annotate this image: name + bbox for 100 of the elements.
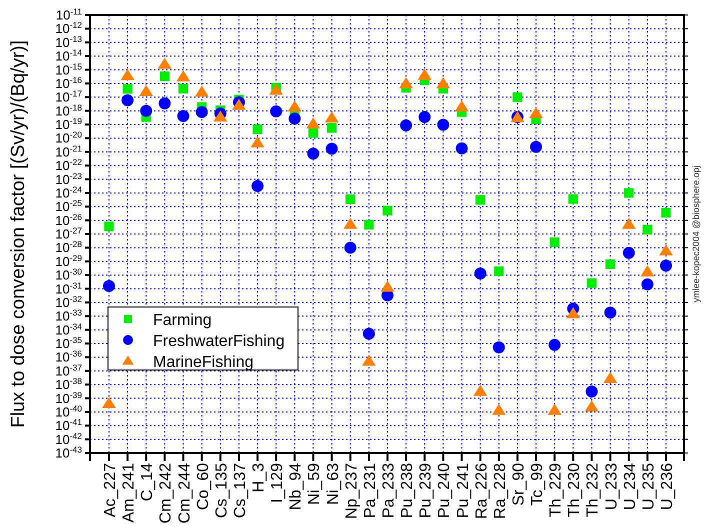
x-tick-label: U_235 [640, 462, 658, 510]
point [346, 194, 356, 204]
x-tick-label: Cs_137 [232, 462, 249, 518]
x-tick-label: U_236 [659, 462, 676, 510]
point [661, 208, 671, 218]
point [529, 107, 543, 118]
point [194, 86, 209, 97]
x-tick-label: Ni_59 [306, 462, 324, 505]
x-tick-label: Th_230 [566, 462, 584, 518]
point [270, 105, 282, 118]
point [176, 70, 190, 82]
point [104, 222, 114, 232]
point [456, 142, 468, 154]
x-tick-label: Pu_240 [436, 462, 454, 518]
point [437, 118, 450, 131]
point [250, 136, 264, 148]
point [252, 124, 262, 134]
legend-label: MarineFishing [153, 354, 254, 371]
point [624, 188, 634, 198]
legend-label: FreshwaterFishing [153, 333, 285, 350]
x-tick-label: Pa_231 [362, 462, 379, 518]
point [476, 195, 486, 205]
point [548, 338, 561, 351]
x-tick-label: Ac_227 [102, 462, 119, 518]
point [177, 110, 190, 122]
point [158, 97, 171, 110]
x-tick-label: Pu_238 [399, 462, 416, 518]
x-tick-label: Pu_239 [418, 462, 435, 518]
y-tick-label: 10$^{-27}$ [55, 225, 82, 242]
x-tick-label: Cm_244 [176, 462, 194, 524]
point [269, 84, 283, 95]
point [548, 404, 562, 415]
x-tick-label: Ra_226 [473, 462, 490, 520]
y-tick-label: 10$^{-19}$ [55, 116, 82, 132]
point [418, 111, 431, 124]
point [436, 77, 450, 88]
x-tick-label: Am_241 [120, 462, 138, 523]
point [604, 306, 616, 319]
point [288, 100, 302, 112]
point [586, 278, 597, 288]
point [308, 128, 318, 138]
point [418, 68, 432, 80]
point [606, 259, 616, 270]
point [326, 142, 338, 155]
point [550, 237, 560, 248]
y-axis-title: Flux to dose conversion factor [(Sv/yr)/(Bq/yr)] [8, 40, 29, 428]
point [530, 140, 542, 153]
x-tick-label: Nb_94 [288, 462, 305, 510]
y-tick-label: 10$^{-43}$ [55, 444, 82, 460]
y-tick-label: 10$^{-35}$ [55, 334, 82, 351]
point [120, 69, 134, 80]
x-tick-label: C_14 [139, 462, 156, 502]
point [622, 218, 636, 229]
point [362, 328, 375, 340]
point [492, 341, 505, 354]
point [474, 268, 486, 280]
point [344, 242, 356, 254]
x-tick-label: Ni_63 [324, 462, 342, 505]
point [399, 77, 413, 88]
point [568, 194, 578, 204]
x-tick-label: Pu_241 [454, 462, 472, 518]
point [103, 280, 115, 292]
point [214, 110, 228, 122]
point [160, 72, 170, 82]
point [584, 400, 599, 412]
x-tick-label: U_233 [603, 462, 620, 510]
point [512, 92, 522, 102]
x-tick-label: Cs_135 [213, 462, 230, 518]
x-tick-label: Np_237 [343, 462, 360, 520]
point [122, 94, 134, 106]
point [362, 354, 376, 366]
point [252, 180, 264, 192]
point [122, 84, 132, 94]
x-tick-label: Tc_99 [529, 462, 546, 506]
x-tick-label: Th_229 [548, 462, 565, 518]
point [642, 224, 652, 234]
point [102, 396, 116, 408]
x-tick-label: Th_232 [584, 462, 602, 518]
point [660, 260, 672, 272]
text: ymlee-kopec2004 @biosphere.opj [691, 166, 701, 302]
x-tick-label: Co_60 [194, 462, 212, 510]
x-tick-label: U_234 [622, 462, 639, 510]
point [603, 372, 618, 383]
point [586, 386, 598, 398]
point [566, 307, 580, 318]
point [288, 112, 301, 125]
point [400, 119, 412, 132]
point [232, 98, 246, 110]
point [640, 265, 654, 276]
point [158, 58, 172, 69]
point [494, 266, 504, 276]
legend-label: Farming [153, 312, 212, 329]
point [641, 278, 654, 290]
point [327, 123, 337, 133]
x-tick-label: Pa_233 [380, 462, 398, 518]
x-tick-label: Cm_242 [158, 462, 175, 524]
point [324, 111, 339, 122]
point [622, 246, 635, 259]
point [139, 84, 154, 96]
point [307, 148, 320, 160]
